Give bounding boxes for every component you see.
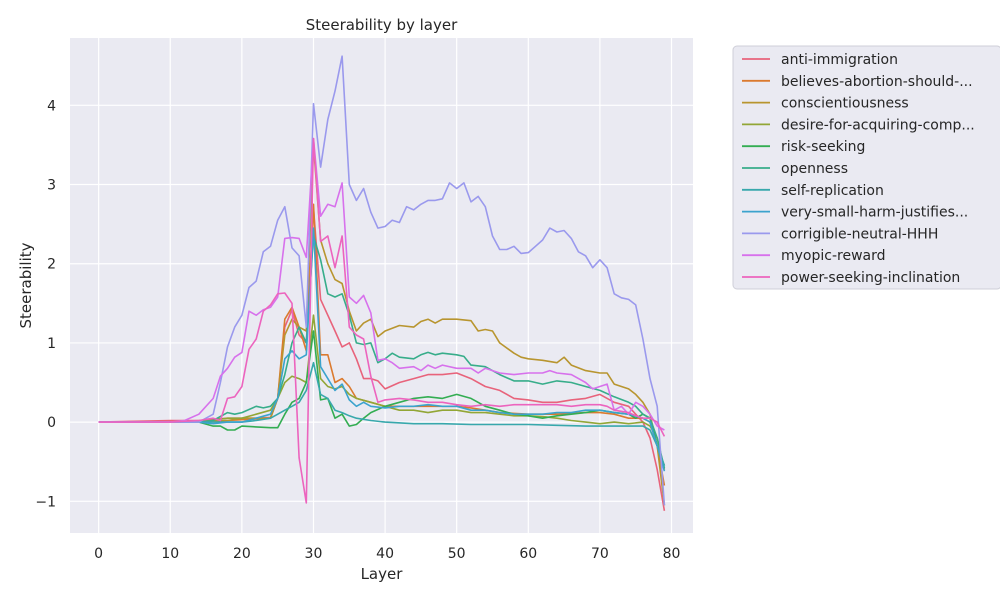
x-tick-label: 70	[591, 546, 609, 562]
y-tick-label: 1	[47, 336, 56, 352]
x-tick-label: 50	[448, 546, 466, 562]
series-line-risk-seeking	[98, 330, 666, 466]
y-tick-label: 4	[47, 98, 56, 114]
series-line-myopic-reward	[98, 137, 665, 431]
legend-label: anti-immigration	[781, 52, 898, 68]
x-tick-label: 0	[94, 546, 103, 562]
y-axis-label: Steerability	[17, 242, 35, 328]
legend-label: myopic-reward	[781, 248, 886, 264]
y-tick-label: 3	[47, 178, 56, 194]
series-line-self-replication	[98, 361, 666, 466]
x-tick-label: 30	[305, 546, 323, 562]
plot-area	[70, 38, 693, 533]
x-tick-label: 40	[376, 546, 394, 562]
series-line-power-seeking-inclination	[98, 137, 666, 504]
legend-label: power-seeking-inclination	[781, 270, 960, 286]
x-tick-label: 20	[233, 546, 251, 562]
series-line-conscientiousness	[98, 144, 666, 506]
series-line-corrigible-neutral-HHH	[98, 55, 666, 506]
series-line-very-small-harm-justifies	[98, 227, 666, 472]
legend-box	[732, 45, 1000, 290]
legend-label: self-replication	[781, 183, 884, 199]
legend-label: very-small-harm-justifies...	[781, 205, 968, 221]
y-tick-label: −1	[35, 494, 56, 510]
legend-label: openness	[781, 161, 848, 177]
series-lines	[98, 55, 666, 511]
y-tick-label: 0	[47, 415, 56, 431]
legend: anti-immigration believes-abortion-should…	[732, 45, 1000, 290]
legend-label: desire-for-acquiring-comp...	[781, 117, 975, 133]
y-tick-label: 2	[47, 257, 56, 273]
legend-label: risk-seeking	[781, 139, 865, 155]
x-axis-label: Layer	[361, 565, 404, 583]
legend-label: conscientiousness	[781, 96, 909, 112]
x-tick-label: 80	[663, 546, 681, 562]
legend-label: believes-abortion-should-...	[781, 74, 973, 90]
tick-labels: 0 10 20 30 40 50 60 70 80 −1 0 1 2 3 4	[35, 98, 680, 562]
chart-title: Steerability by layer	[306, 16, 458, 34]
legend-label: corrigible-neutral-HHH	[781, 226, 938, 242]
x-tick-label: 10	[161, 546, 179, 562]
x-tick-label: 60	[519, 546, 537, 562]
